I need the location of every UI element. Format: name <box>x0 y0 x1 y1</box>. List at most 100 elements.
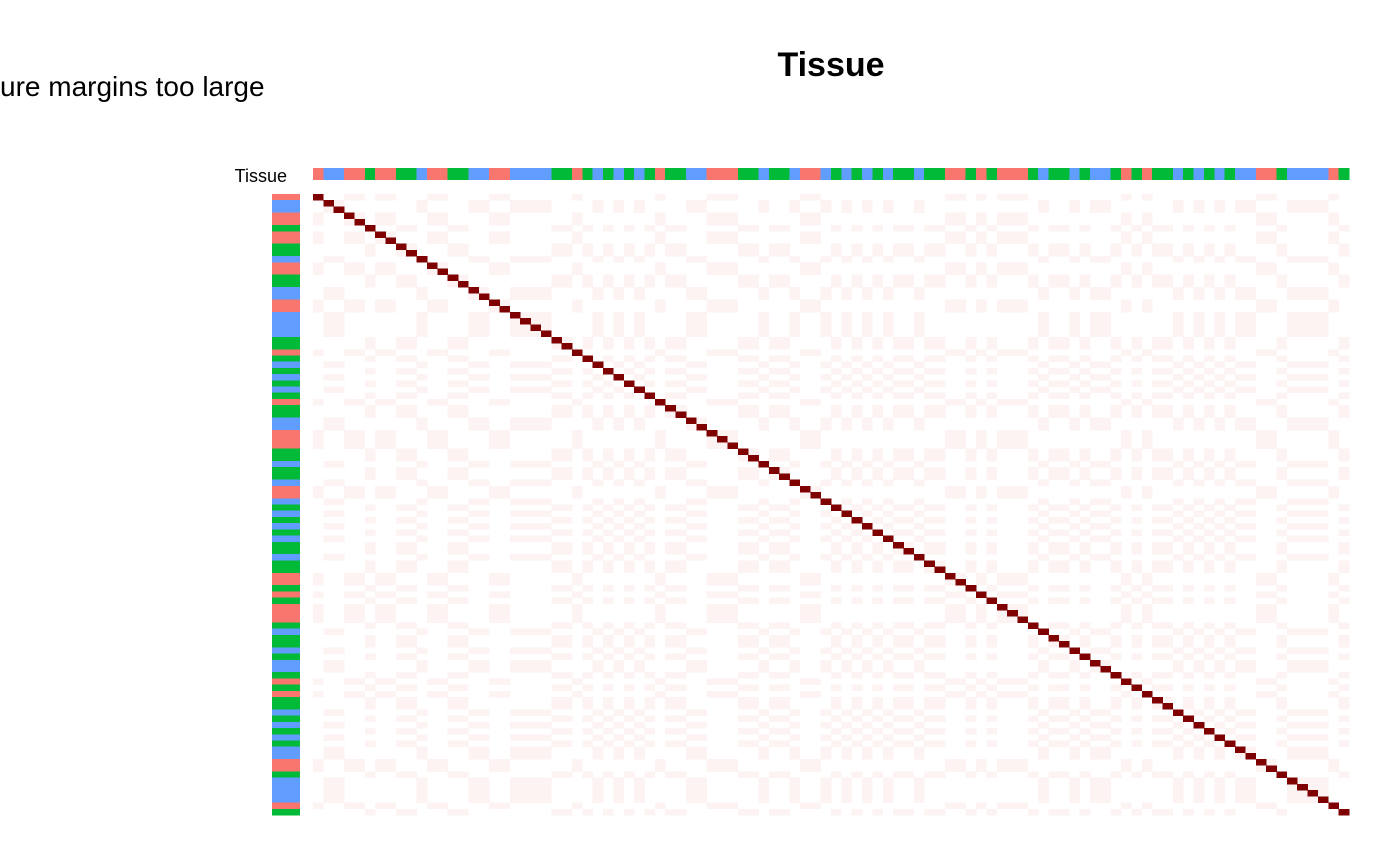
heatmap-cell <box>1338 697 1350 704</box>
left-annotation-cell <box>272 585 300 592</box>
top-annotation-cell <box>1328 168 1339 180</box>
heatmap-cell <box>520 665 531 673</box>
heatmap-cell <box>799 572 811 580</box>
top-annotation-cell <box>478 168 490 180</box>
heatmap-cell <box>1224 653 1236 661</box>
heatmap-cell <box>1069 777 1080 785</box>
heatmap-cell <box>1162 467 1174 474</box>
heatmap-cell <box>913 330 925 338</box>
heatmap-cell <box>323 330 335 338</box>
heatmap-cell <box>1266 485 1277 493</box>
heatmap-cell <box>1079 249 1091 257</box>
heatmap-cell <box>986 715 998 723</box>
heatmap-cell <box>572 579 583 586</box>
heatmap-cell <box>893 405 904 412</box>
heatmap-cell <box>976 436 987 443</box>
heatmap-cell <box>644 405 656 412</box>
heatmap-cell <box>913 374 925 381</box>
heatmap-cell <box>862 206 873 213</box>
heatmap-cell <box>1162 243 1174 251</box>
heatmap-cell <box>333 256 345 263</box>
heatmap-cell <box>1141 591 1153 598</box>
heatmap-cell <box>789 628 801 636</box>
heatmap-cell <box>644 249 656 257</box>
heatmap-cell <box>1121 492 1132 499</box>
heatmap-cell <box>706 262 718 269</box>
heatmap-cell <box>789 721 801 729</box>
heatmap-cell <box>561 585 573 592</box>
heatmap-cell <box>748 808 759 816</box>
heatmap-cell <box>489 429 500 437</box>
heatmap-cell <box>820 647 832 654</box>
heatmap-diagonal-cell <box>665 405 676 412</box>
heatmap-cell <box>1110 504 1122 512</box>
heatmap-cell <box>996 305 1008 313</box>
heatmap-cell <box>478 374 490 381</box>
heatmap-cell <box>344 305 355 313</box>
heatmap-cell <box>416 311 428 319</box>
heatmap-cell <box>934 405 946 412</box>
heatmap-cell <box>323 318 335 325</box>
heatmap-cell <box>489 678 500 685</box>
heatmap-cell <box>468 628 480 636</box>
heatmap-cell <box>717 690 728 698</box>
top-annotation-cell <box>789 168 801 180</box>
heatmap-cell <box>779 355 790 362</box>
heatmap-cell <box>737 728 749 735</box>
heatmap-cell <box>685 721 697 729</box>
heatmap-cell <box>1110 728 1122 735</box>
heatmap-cell <box>986 808 998 816</box>
heatmap-cell <box>1038 665 1049 673</box>
heatmap-cell <box>1235 330 1246 338</box>
heatmap-cell <box>509 206 521 213</box>
heatmap-cell <box>1286 311 1298 319</box>
heatmap-cell <box>333 628 345 636</box>
heatmap-cell <box>1027 343 1039 350</box>
heatmap-cell <box>986 336 998 344</box>
heatmap-cell <box>1235 200 1246 207</box>
heatmap-cell <box>416 628 428 636</box>
heatmap-cell <box>1162 771 1174 779</box>
heatmap-cell <box>561 740 573 747</box>
heatmap-cell <box>924 808 935 816</box>
heatmap-cell <box>561 274 573 282</box>
heatmap-cell <box>758 777 770 785</box>
heatmap-cell <box>354 305 366 313</box>
heatmap-cell <box>592 752 604 760</box>
heatmap-cell <box>520 293 531 300</box>
heatmap-cell <box>1058 703 1070 710</box>
heatmap-cell <box>1214 647 1225 654</box>
heatmap-cell <box>1048 274 1060 282</box>
heatmap-cell <box>1193 746 1205 754</box>
heatmap-cell <box>758 479 770 487</box>
heatmap-cell <box>799 690 811 698</box>
left-annotation-cell <box>272 684 300 692</box>
heatmap-cell <box>634 734 645 741</box>
heatmap-cell <box>810 299 821 307</box>
heatmap-cell <box>385 765 397 772</box>
heatmap-cell <box>789 783 801 791</box>
heatmap-cell <box>540 523 552 530</box>
heatmap-cell <box>1224 225 1236 232</box>
heatmap-cell <box>1141 231 1153 238</box>
heatmap-cell <box>1058 448 1070 456</box>
top-annotation-cell <box>1266 168 1277 180</box>
heatmap-cell <box>1203 560 1215 567</box>
heatmap-diagonal-cell <box>551 336 562 344</box>
heatmap-cell <box>696 647 707 654</box>
heatmap-cell <box>489 603 500 611</box>
heatmap-cell <box>344 610 355 617</box>
heatmap-cell <box>706 690 718 698</box>
heatmap-cell <box>1090 498 1101 505</box>
heatmap-cell <box>416 721 428 729</box>
heatmap-cell <box>1286 386 1298 394</box>
heatmap-cell <box>727 194 739 201</box>
heatmap-cell <box>644 560 656 567</box>
heatmap-cell <box>1245 796 1257 803</box>
left-annotation-cell <box>272 417 300 425</box>
heatmap-cell <box>1058 597 1070 605</box>
left-annotation-cell <box>272 752 300 760</box>
heatmap-cell <box>1276 367 1288 375</box>
heatmap-cell <box>572 603 583 611</box>
heatmap-cell <box>851 392 863 400</box>
